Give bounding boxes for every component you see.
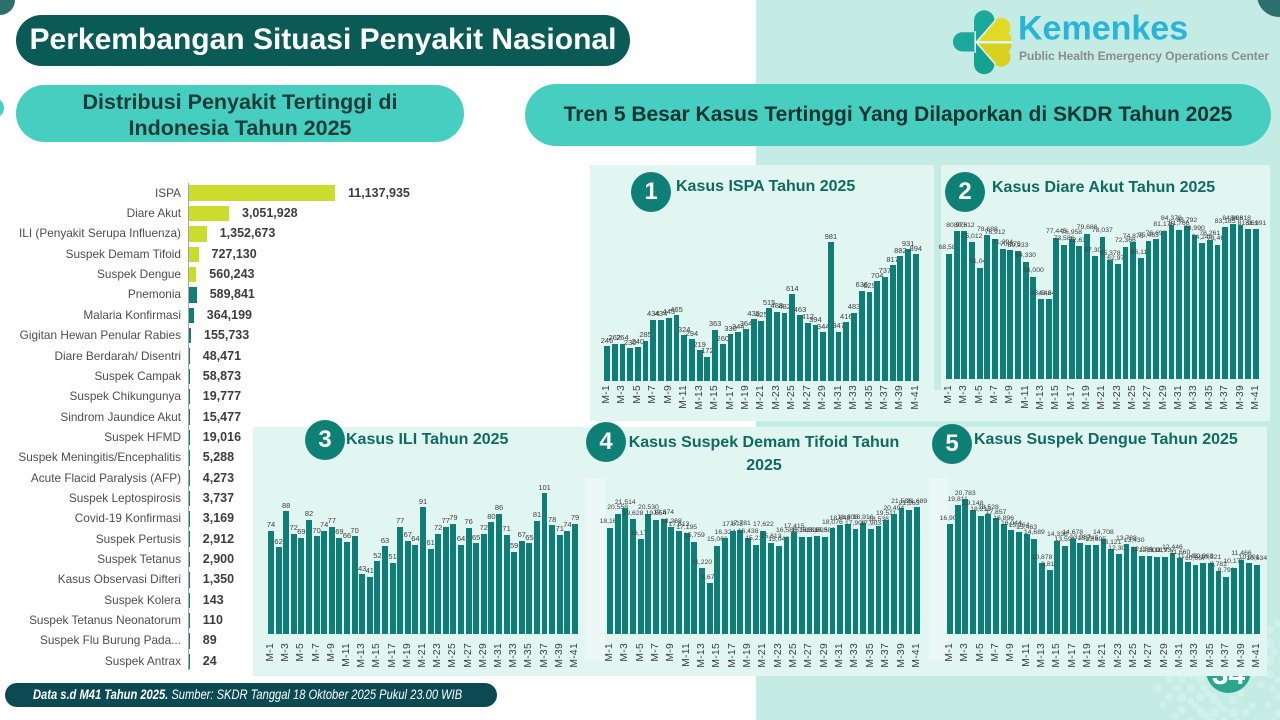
svg-text:Kemenkes: Kemenkes — [1018, 10, 1188, 48]
svg-text:Public Health Emergency Operat: Public Health Emergency Operations Cente… — [1019, 49, 1269, 63]
